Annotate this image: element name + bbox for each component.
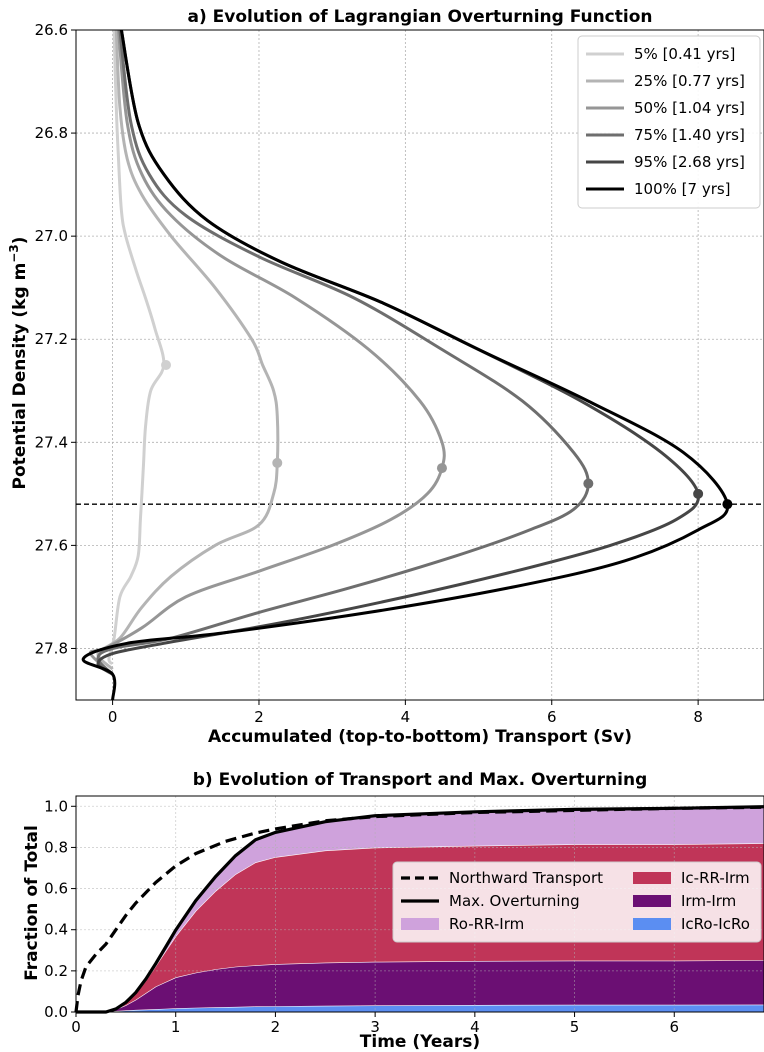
x-tick-label-4: 8 xyxy=(693,708,703,726)
panel-a-title: a) Evolution of Lagrangian Overturning F… xyxy=(188,7,653,27)
legend-label-75-1-40-yrs: 75% [1.40 yrs] xyxy=(634,126,745,144)
northward-transport-line xyxy=(74,805,764,1013)
x-tick-label-2: 2 xyxy=(271,1018,281,1036)
series-max-marker-75-1-40-yrs xyxy=(583,478,594,489)
x-tick-label-0: 0 xyxy=(71,1018,81,1036)
legend-label-ro-rr-irm: Ro-RR-Irm xyxy=(449,915,524,933)
x-tick-label-3: 3 xyxy=(370,1018,380,1036)
y-tick-label-1: 26.8 xyxy=(35,124,68,142)
x-tick-label-2: 4 xyxy=(401,708,411,726)
y-tick-label-0: 0.0 xyxy=(44,1003,68,1021)
y-tick-label-5: 1.0 xyxy=(44,797,68,815)
series-max-marker-50-1-04-yrs xyxy=(436,463,447,474)
panel-a-x-axis-label: Accumulated (top-to-bottom) Transport (S… xyxy=(208,727,632,747)
panel-a-frame xyxy=(75,29,764,701)
series-line-5-0-41-yrs xyxy=(107,29,166,666)
x-tick-label-3: 6 xyxy=(547,708,557,726)
legend-label-95-2-68-yrs: 95% [2.68 yrs] xyxy=(634,153,745,171)
legend-label-50-1-04-yrs: 50% [1.04 yrs] xyxy=(634,99,745,117)
series-line-75-1-40-yrs xyxy=(96,29,590,676)
y-tick-label-0: 26.6 xyxy=(35,21,68,39)
panel-b-frame xyxy=(75,795,764,1013)
panel-a-overturning: a) Evolution of Lagrangian Overturning F… xyxy=(7,7,764,747)
legend-label-northward-transport: Northward Transport xyxy=(449,869,603,887)
panel-b-lines xyxy=(74,805,764,1014)
area-ro-rr-irm xyxy=(76,806,764,1012)
panel-a-lines xyxy=(76,29,764,701)
legend-label-icro-icro: IcRo-IcRo xyxy=(681,915,750,933)
panel-b-transport: b) Evolution of Transport and Max. Overt… xyxy=(22,770,764,1052)
legend-label-ic-rr-irm: Ic-RR-Irm xyxy=(681,869,750,887)
series-max-marker-100-7-yrs xyxy=(722,499,733,510)
panel-a-legend: 5% [0.41 yrs] 25% [0.77 yrs] 50% [1.04 yrs… xyxy=(577,35,761,209)
area-icro-icro xyxy=(76,1004,764,1012)
panel-b-legend: Northward Transport Ic-RR-Irm Max. Overtur… xyxy=(392,861,762,943)
series-max-marker-95-2-68-yrs xyxy=(693,488,704,499)
panel-b-ticks: 0 1 2 3 4 5 6 0.0 0.2 0.4 0.6 0.8 1.0 xyxy=(44,797,679,1036)
legend-box xyxy=(577,35,761,209)
legend-label-irm-irm: Irm-Irm xyxy=(681,892,736,910)
panel-b-y-axis-label: Fraction of Total xyxy=(22,825,42,981)
x-tick-label-6: 6 xyxy=(669,1018,679,1036)
legend-swatch-irm-irm xyxy=(633,895,671,907)
legend-label-100-7-yrs: 100% [7 yrs] xyxy=(634,180,731,198)
y-tick-label-3: 0.6 xyxy=(44,880,68,898)
panel-a-ticks: 0 2 4 6 8 26.6 26.8 27.0 27.2 27.4 27.6 27.8 xyxy=(35,21,703,726)
max-overturning-line xyxy=(76,805,764,1014)
x-tick-label-1: 1 xyxy=(171,1018,181,1036)
panel-b-x-axis-label: Time (Years) xyxy=(360,1032,480,1052)
legend-swatch-ro-rr-irm xyxy=(401,918,439,930)
y-tick-label-6: 27.8 xyxy=(35,639,68,657)
x-tick-label-5: 5 xyxy=(570,1018,580,1036)
series-line-50-1-04-yrs xyxy=(89,29,446,676)
y-label-close: ) xyxy=(10,237,30,245)
legend-label-max-overturning: Max. Overturning xyxy=(449,892,580,910)
series-max-marker-5-0-41-yrs xyxy=(161,360,172,370)
x-tick-label-0: 0 xyxy=(108,708,118,726)
area-irm-irm xyxy=(76,960,764,1012)
y-tick-label-4: 27.4 xyxy=(35,433,68,451)
panel-b-title: b) Evolution of Transport and Max. Overt… xyxy=(193,770,648,790)
legend-swatch-ic-rr-irm xyxy=(633,872,671,884)
x-tick-label-4: 4 xyxy=(470,1018,480,1036)
y-label-text: Potential Density (kg m xyxy=(10,263,30,490)
y-tick-label-2: 0.4 xyxy=(44,921,68,939)
legend-label-25-0-77-yrs: 25% [0.77 yrs] xyxy=(634,72,745,90)
series-max-marker-25-0-77-yrs xyxy=(272,457,283,468)
x-tick-label-1: 2 xyxy=(254,708,264,726)
y-tick-label-2: 27.0 xyxy=(35,227,68,245)
y-tick-label-3: 27.2 xyxy=(35,330,68,348)
legend-label-5-0-41-yrs: 5% [0.41 yrs] xyxy=(634,45,735,63)
panel-a-y-axis-label: Potential Density (kg m−3) xyxy=(7,237,30,490)
y-tick-label-4: 0.8 xyxy=(44,838,68,856)
series-line-25-0-77-yrs xyxy=(96,29,280,671)
legend-swatch-icro-icro xyxy=(633,918,671,930)
y-tick-label-1: 0.2 xyxy=(44,962,68,980)
y-label-exponent: −3 xyxy=(7,244,21,262)
y-tick-label-5: 27.6 xyxy=(35,536,68,554)
